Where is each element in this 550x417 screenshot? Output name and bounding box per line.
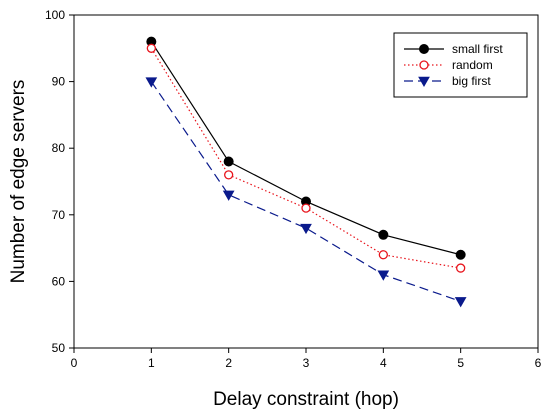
y-tick-label: 50 bbox=[52, 341, 66, 355]
x-tick-label: 6 bbox=[535, 356, 542, 370]
data-point bbox=[378, 250, 388, 260]
legend-marker-small-first bbox=[419, 44, 429, 54]
y-tick-label: 100 bbox=[45, 8, 65, 22]
legend-label-big-first: big first bbox=[452, 74, 491, 88]
y-tick-label: 60 bbox=[52, 274, 66, 288]
y-tick-label: 90 bbox=[52, 75, 66, 89]
data-point bbox=[146, 43, 156, 53]
x-tick-label: 2 bbox=[225, 356, 232, 370]
data-point bbox=[455, 249, 466, 260]
series-big-first bbox=[145, 77, 467, 308]
x-axis: 0 1 2 3 4 5 6 bbox=[71, 348, 542, 370]
legend-marker-random bbox=[419, 60, 429, 70]
x-axis-title: Delay constraint (hop) bbox=[213, 389, 399, 410]
legend: small first random big first bbox=[393, 32, 528, 98]
data-point bbox=[300, 223, 312, 235]
legend-marker-big-first bbox=[418, 76, 430, 88]
y-axis: 50 60 70 80 90 100 bbox=[45, 8, 74, 355]
data-point bbox=[224, 170, 234, 180]
x-tick-label: 3 bbox=[303, 356, 310, 370]
x-tick-label: 5 bbox=[457, 356, 464, 370]
series-line-big-first bbox=[150, 81, 461, 302]
data-point bbox=[456, 263, 466, 273]
series-random bbox=[146, 43, 466, 273]
legend-label-random: random bbox=[452, 58, 493, 72]
y-tick-label: 80 bbox=[52, 141, 66, 155]
data-point bbox=[223, 156, 234, 167]
legend-label-small-first: small first bbox=[452, 42, 503, 56]
x-tick-label: 4 bbox=[380, 356, 387, 370]
data-point bbox=[378, 229, 389, 240]
data-point bbox=[145, 77, 158, 88]
x-tick-label: 1 bbox=[148, 356, 155, 370]
y-tick-label: 70 bbox=[52, 208, 66, 222]
data-point bbox=[377, 270, 390, 281]
data-point bbox=[222, 190, 235, 201]
series-small-first bbox=[146, 36, 466, 260]
series-layer bbox=[145, 36, 467, 308]
y-axis-title: Number of edge servers bbox=[8, 80, 29, 284]
data-point bbox=[301, 203, 311, 213]
x-tick-label: 0 bbox=[71, 356, 78, 370]
data-point bbox=[454, 297, 467, 308]
